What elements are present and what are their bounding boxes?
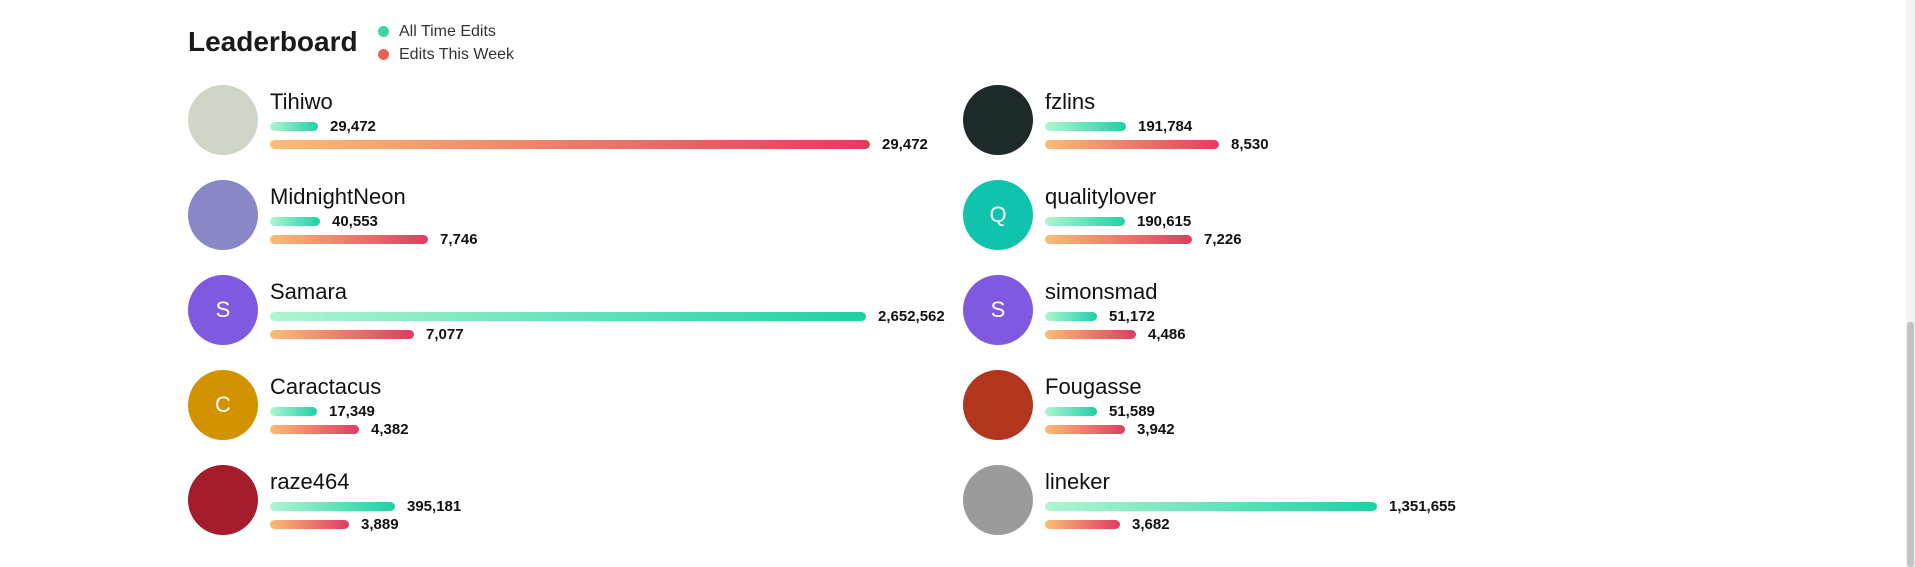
all-time-edits-value: 190,615 [1137, 213, 1192, 230]
week-edits-row: 29,472 [270, 136, 928, 153]
all-time-edits-row: 40,553 [270, 213, 378, 230]
page-title: Leaderboard [188, 26, 358, 57]
week-edits-value: 3,889 [361, 516, 399, 533]
week-edits-row: 4,486 [1045, 326, 1186, 343]
week-edits-bar [270, 235, 428, 244]
all-time-edits-bar [1045, 312, 1097, 321]
week-edits-bar [1045, 140, 1219, 149]
week-edits-row: 8,530 [1045, 136, 1269, 153]
avatar-letter[interactable]: Q [963, 180, 1033, 250]
all-time-edits-row: 191,784 [1045, 118, 1192, 135]
all-time-edits-bar [1045, 502, 1377, 511]
week-edits-value: 7,077 [426, 326, 464, 343]
week-edits-value: 4,382 [371, 421, 409, 438]
red-dot-icon [378, 49, 389, 60]
week-edits-bar [1045, 330, 1136, 339]
week-edits-bar [1045, 235, 1192, 244]
week-edits-value: 8,530 [1231, 136, 1269, 153]
scrollbar-track[interactable] [1906, 0, 1915, 567]
user-name[interactable]: MidnightNeon [270, 184, 406, 209]
all-time-edits-value: 29,472 [330, 118, 376, 135]
all-time-edits-bar [1045, 217, 1125, 226]
all-time-edits-row: 51,172 [1045, 308, 1155, 325]
all-time-edits-value: 17,349 [329, 403, 375, 420]
week-edits-value: 3,942 [1137, 421, 1175, 438]
all-time-edits-value: 40,553 [332, 213, 378, 230]
all-time-edits-row: 1,351,655 [1045, 498, 1456, 515]
week-edits-bar [270, 425, 359, 434]
all-time-edits-value: 191,784 [1138, 118, 1193, 135]
all-time-edits-bar [270, 122, 318, 131]
vintage-portrait-photo-icon[interactable] [963, 465, 1033, 535]
week-edits-bar [1045, 425, 1125, 434]
all-time-edits-value: 51,172 [1109, 308, 1155, 325]
all-time-edits-bar [1045, 122, 1126, 131]
avatar-letter[interactable]: S [963, 275, 1033, 345]
all-time-edits-value: 2,652,562 [878, 308, 945, 325]
week-edits-bar [270, 520, 349, 529]
week-edits-value: 7,226 [1204, 231, 1242, 248]
green-dot-icon [378, 26, 389, 37]
all-time-edits-row: 51,589 [1045, 403, 1155, 420]
captain-shield-icon[interactable] [188, 465, 258, 535]
all-time-edits-bar [270, 502, 395, 511]
dark-fantasy-photo-icon[interactable] [963, 85, 1033, 155]
week-edits-bar [1045, 520, 1120, 529]
all-time-edits-row: 2,652,562 [270, 308, 945, 325]
user-name[interactable]: lineker [1045, 469, 1110, 494]
all-time-edits-bar [270, 312, 866, 321]
dumplings-photo-icon[interactable] [188, 85, 258, 155]
week-edits-row: 4,382 [270, 421, 409, 438]
legend-label: All Time Edits [399, 22, 496, 40]
user-name[interactable]: raze464 [270, 469, 350, 494]
legend-label: Edits This Week [399, 45, 515, 63]
legend-item-this-week: Edits This Week [378, 43, 514, 66]
week-edits-bar [270, 140, 870, 149]
week-edits-row: 7,746 [270, 231, 478, 248]
user-name[interactable]: Tihiwo [270, 89, 333, 114]
all-time-edits-row: 29,472 [270, 118, 376, 135]
all-time-edits-value: 51,589 [1109, 403, 1155, 420]
user-name[interactable]: simonsmad [1045, 279, 1158, 304]
week-edits-row: 3,942 [1045, 421, 1175, 438]
all-time-edits-value: 395,181 [407, 498, 462, 515]
legend-item-all-time: All Time Edits [378, 20, 514, 43]
user-name[interactable]: Fougasse [1045, 374, 1142, 399]
all-time-edits-bar [270, 407, 317, 416]
user-name[interactable]: fzlins [1045, 89, 1096, 114]
scrollbar-thumb[interactable] [1907, 322, 1914, 567]
user-name[interactable]: qualitylover [1045, 184, 1157, 209]
week-edits-row: 3,682 [1045, 516, 1170, 533]
week-edits-value: 3,682 [1132, 516, 1170, 533]
all-time-edits-row: 17,349 [270, 403, 375, 420]
user-name[interactable]: Caractacus [270, 374, 382, 399]
anime-character-photo-icon[interactable] [188, 180, 258, 250]
all-time-edits-value: 1,351,655 [1389, 498, 1456, 515]
week-edits-bar [270, 330, 414, 339]
all-time-edits-row: 190,615 [1045, 213, 1191, 230]
folk-art-photo-icon[interactable] [963, 370, 1033, 440]
week-edits-row: 7,077 [270, 326, 464, 343]
all-time-edits-row: 395,181 [270, 498, 461, 515]
avatar-letter[interactable]: C [188, 370, 258, 440]
all-time-edits-bar [1045, 407, 1097, 416]
week-edits-value: 29,472 [882, 136, 928, 153]
avatar-letter[interactable]: S [188, 275, 258, 345]
user-name[interactable]: Samara [270, 279, 348, 304]
legend: All Time Edits Edits This Week [378, 20, 514, 66]
week-edits-value: 4,486 [1148, 326, 1186, 343]
week-edits-row: 3,889 [270, 516, 399, 533]
week-edits-row: 7,226 [1045, 231, 1242, 248]
all-time-edits-bar [270, 217, 320, 226]
week-edits-value: 7,746 [440, 231, 478, 248]
